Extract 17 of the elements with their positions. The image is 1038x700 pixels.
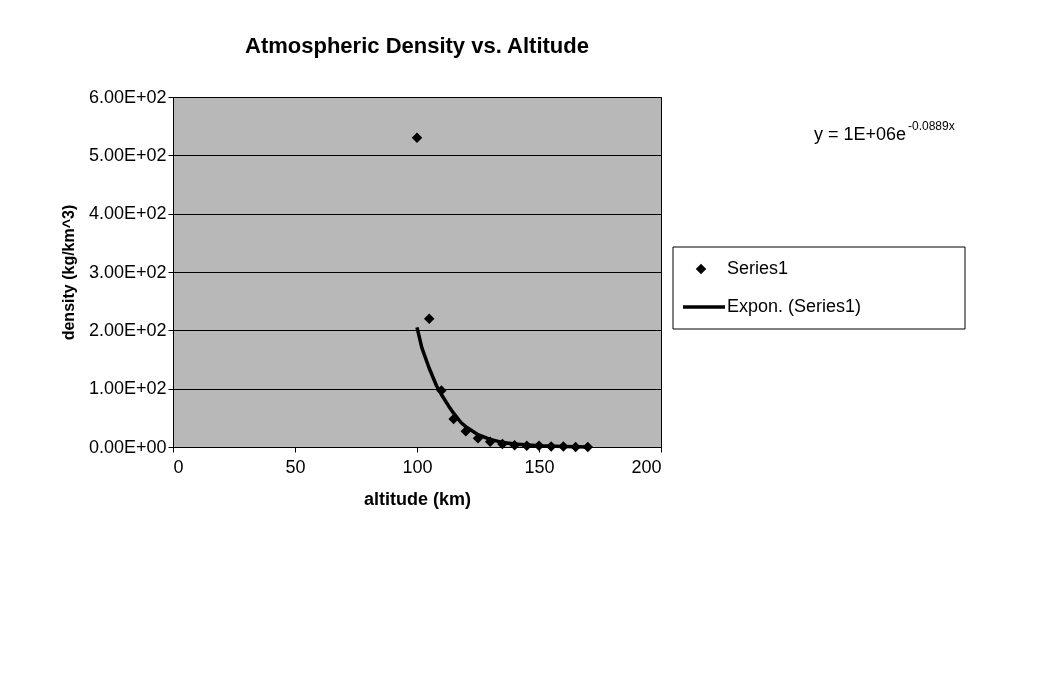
y-tick-label: 4.00E+02	[88, 203, 167, 224]
legend-label: Expon. (Series1)	[727, 296, 862, 316]
x-tick-label: 100	[402, 456, 433, 477]
x-tick-label: 150	[524, 456, 555, 477]
x-tick-label: 200	[631, 456, 662, 477]
x-tick-label: 50	[285, 456, 306, 477]
legend-label: Series1	[727, 258, 789, 278]
y-tick-label: 2.00E+02	[88, 319, 167, 340]
y-tick-label: 0.00E+00	[88, 436, 167, 457]
y-tick-label: 1.00E+02	[88, 378, 167, 399]
y-axis-title: density (kg/km^3)	[59, 204, 77, 341]
y-tick-label: 3.00E+02	[88, 261, 167, 282]
x-axis-title: altitude (km)	[363, 488, 472, 509]
y-tick-label: 5.00E+02	[88, 144, 167, 165]
x-tick-label: 0	[173, 456, 184, 477]
chart-title: Atmospheric Density vs. Altitude	[245, 33, 589, 58]
y-tick-label: 6.00E+02	[88, 86, 167, 107]
